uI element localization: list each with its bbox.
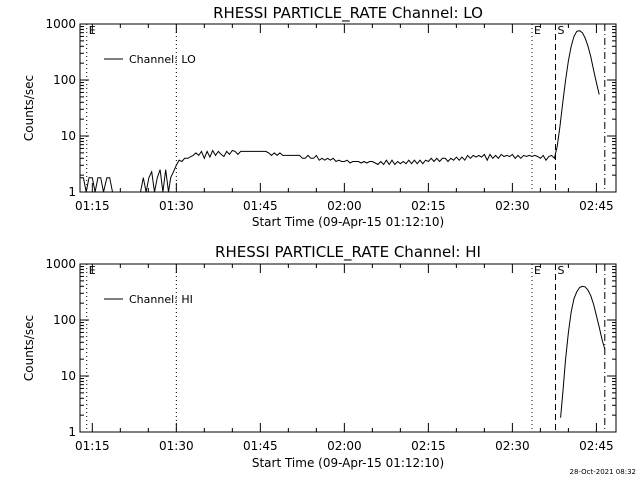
event-marker-label: S bbox=[558, 264, 565, 277]
x-tick-label: 02:45 bbox=[579, 439, 614, 453]
footer-timestamp: 28-Oct-2021 08:32 bbox=[570, 468, 636, 476]
hi-channel-panel: RHESSI PARTICLE_RATE Channel: HI 1 10 100 10… bbox=[22, 243, 617, 470]
x-axis-label: Start Time (09-Apr-15 01:12:10) bbox=[252, 456, 444, 470]
x-tick-label: 01:30 bbox=[159, 439, 194, 453]
x-tick-label: 01:15 bbox=[75, 439, 110, 453]
x-tick-label: 01:45 bbox=[243, 199, 278, 213]
event-marker-label: E bbox=[534, 24, 541, 37]
event-marker-label: E bbox=[89, 24, 96, 37]
event-marker-label: S bbox=[558, 24, 565, 37]
x-tick-label: 01:45 bbox=[243, 439, 278, 453]
y-tick-label: 1 bbox=[68, 425, 76, 439]
series-line-hi bbox=[560, 285, 606, 418]
y-tick-label: 1000 bbox=[45, 257, 76, 271]
x-tick-label: 02:15 bbox=[411, 199, 446, 213]
x-tick-label: 02:15 bbox=[411, 439, 446, 453]
event-marker-label: E bbox=[89, 264, 96, 277]
x-tick-label: 02:00 bbox=[327, 199, 362, 213]
x-tick-label: 01:15 bbox=[75, 199, 110, 213]
x-axis-label: Start Time (09-Apr-15 01:12:10) bbox=[252, 215, 444, 229]
plot-frame bbox=[79, 263, 617, 433]
y-tick-label: 100 bbox=[53, 313, 76, 327]
y-tick-label: 10 bbox=[61, 369, 76, 383]
chart-title: RHESSI PARTICLE_RATE Channel: HI bbox=[215, 243, 481, 262]
series-line-lo bbox=[80, 30, 600, 193]
y-tick-label: 10 bbox=[61, 129, 76, 143]
y-tick-label: 1000 bbox=[45, 17, 76, 31]
x-tick-label: 02:00 bbox=[327, 439, 362, 453]
legend-label: Channel: LO bbox=[129, 53, 196, 66]
x-tick-label: 01:30 bbox=[159, 199, 194, 213]
y-tick-label: 100 bbox=[53, 73, 76, 87]
x-tick-label: 02:30 bbox=[495, 439, 530, 453]
y-axis-label: Counts/sec bbox=[22, 315, 36, 381]
x-tick-label: 02:45 bbox=[579, 199, 614, 213]
legend-label: Channel: HI bbox=[129, 293, 193, 306]
event-marker-label: E bbox=[534, 264, 541, 277]
y-axis-label: Counts/sec bbox=[22, 75, 36, 141]
lo-channel-panel: RHESSI PARTICLE_RATE Channel: LO 1 10 100 10… bbox=[22, 4, 617, 229]
chart-title: RHESSI PARTICLE_RATE Channel: LO bbox=[213, 4, 483, 23]
plot-frame bbox=[79, 23, 617, 193]
y-tick-label: 1 bbox=[68, 185, 76, 199]
x-tick-label: 02:30 bbox=[495, 199, 530, 213]
